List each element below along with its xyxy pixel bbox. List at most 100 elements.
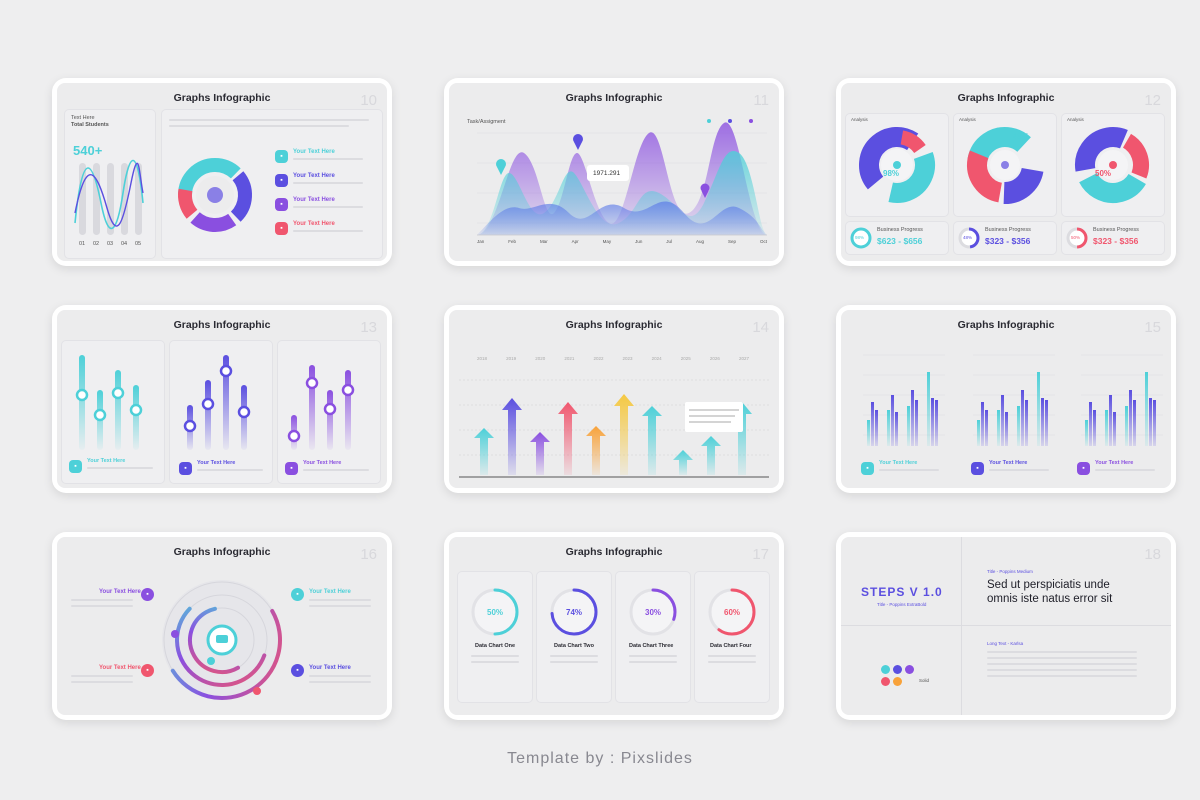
price-range: $623 - $656 <box>877 236 923 246</box>
item-icon: ▪ <box>179 462 192 475</box>
item-title: Your Text Here <box>309 665 351 671</box>
ring-label: 48% <box>963 235 973 240</box>
item-icon: ▪ <box>1077 462 1090 475</box>
ring-label: 98% <box>855 235 865 240</box>
slide-card-10[interactable]: Graphs Infographic 10 Text Here Total St… <box>52 78 392 266</box>
text-line <box>71 681 133 683</box>
slide-card-16[interactable]: Graphs Infographic 16 Your Text Here ▪ Y… <box>52 532 392 720</box>
month-label: Jun <box>635 239 643 244</box>
slide-title: Graphs Infographic <box>173 546 271 558</box>
month-label: Jan <box>477 239 485 244</box>
year-label: 2027 <box>738 356 749 361</box>
text-line <box>550 661 598 663</box>
month-label: Jul <box>666 239 673 244</box>
price-range: $323 - $356 <box>1093 236 1139 246</box>
slide-title: Graphs Infographic <box>957 319 1055 331</box>
ring-percent: 74% <box>566 608 583 617</box>
palette-label: Solid <box>919 678 930 683</box>
item-icon: ▪ <box>141 664 154 677</box>
year-label: 2019 <box>506 356 517 361</box>
slide-10: Graphs Infographic 10 Text Here Total St… <box>57 83 387 261</box>
month-label: Apr <box>571 239 579 244</box>
title-caption: Title - Poppins ExtraBold <box>877 602 927 607</box>
slide-15: Graphs Infographic 15 <box>841 310 1171 488</box>
slide-card-11[interactable]: Graphs Infographic 11 Task/Assigment 197… <box>444 78 784 266</box>
lollipop-panel <box>169 340 273 484</box>
arrow-chart <box>459 379 769 478</box>
palette-dot-pink <box>881 677 890 686</box>
divider-horizontal <box>841 625 1171 626</box>
list-item: Your Text Here <box>293 149 335 155</box>
progress-label: Business Progress <box>877 227 923 233</box>
month-label: Sep <box>727 239 736 244</box>
year-label: 2022 <box>593 356 604 361</box>
slide-number: 17 <box>752 546 769 563</box>
value-tooltip: 1971.291 <box>593 170 621 177</box>
slide-card-15[interactable]: Graphs Infographic 15 <box>836 305 1176 493</box>
text-line <box>629 655 677 657</box>
list-icon: ▪ <box>275 150 288 163</box>
text-here-label: Text Here <box>71 115 95 121</box>
text-line <box>987 663 1137 665</box>
item-icon: ▪ <box>141 588 154 601</box>
slide-title: Graphs Infographic <box>173 319 271 331</box>
slide-card-14[interactable]: Graphs Infographic 14 2018 2019 2020 202… <box>444 305 784 493</box>
text-line <box>987 657 1137 659</box>
bar-label: 02 <box>93 241 100 247</box>
text-line <box>303 469 369 471</box>
text-line <box>71 599 133 601</box>
chart-label: Data Chart Three <box>629 643 674 649</box>
year-label: 2024 <box>651 356 662 361</box>
price-range: $323 - $356 <box>985 236 1031 246</box>
radial-percent: 48% <box>1013 132 1030 141</box>
radial-percent: 50% <box>1095 169 1112 178</box>
year-label: 2018 <box>477 356 488 361</box>
footer-credit: Template by : Pixslides <box>507 750 693 767</box>
list-item: Your Text Here <box>293 197 335 203</box>
text-line <box>879 469 939 471</box>
slide-number: 14 <box>752 319 769 336</box>
month-label: Aug <box>696 239 705 244</box>
chart-subtitle: Task/Assigment <box>467 119 506 125</box>
item-icon: ▪ <box>861 462 874 475</box>
slide-number: 16 <box>360 546 377 563</box>
slide-card-17[interactable]: Graphs Infographic 17 50% 74% <box>444 532 784 720</box>
text-line <box>293 182 363 184</box>
slide-12: Graphs Infographic 12 Analysis Analysis … <box>841 83 1171 261</box>
text-line <box>87 467 153 469</box>
progress-label: Business Progress <box>1093 227 1139 233</box>
text-line <box>169 125 349 127</box>
bar-label: 04 <box>121 241 128 247</box>
text-line <box>71 605 133 607</box>
list-icon: ▪ <box>275 222 288 235</box>
palette-dot-purple <box>905 665 914 674</box>
slide-11: Graphs Infographic 11 Task/Assigment 197… <box>449 83 779 261</box>
item-title: Your Text Here <box>1095 460 1134 466</box>
slide-18: 18 STEPS V 1.0 Title - Poppins ExtraBold… <box>841 537 1171 715</box>
spiral-chart <box>162 580 282 700</box>
slide-title: Graphs Infographic <box>565 319 663 331</box>
text-line <box>197 469 263 471</box>
slide-card-18[interactable]: 18 STEPS V 1.0 Title - Poppins ExtraBold… <box>836 532 1176 720</box>
slide-title: Graphs Infographic <box>565 92 663 104</box>
donut-chart <box>178 158 253 232</box>
slide-17: Graphs Infographic 17 50% 74% <box>449 537 779 715</box>
text-line <box>293 158 363 160</box>
year-label: 2021 <box>564 356 575 361</box>
text-line <box>309 605 371 607</box>
text-line <box>293 206 363 208</box>
lollipop-charts <box>75 355 355 450</box>
item-icon: ▪ <box>291 588 304 601</box>
year-label: 2020 <box>535 356 546 361</box>
slide-card-12[interactable]: Graphs Infographic 12 Analysis Analysis … <box>836 78 1176 266</box>
slide-card-13[interactable]: Graphs Infographic 13 <box>52 305 392 493</box>
slide-number: 12 <box>1144 92 1161 109</box>
text-line <box>987 675 1137 677</box>
item-icon: ▪ <box>291 664 304 677</box>
text-line <box>309 675 371 677</box>
year-label: 2023 <box>622 356 633 361</box>
text-line <box>293 230 363 232</box>
text-line <box>471 655 519 657</box>
wave-chart <box>74 160 144 235</box>
divider-vertical <box>961 537 962 715</box>
